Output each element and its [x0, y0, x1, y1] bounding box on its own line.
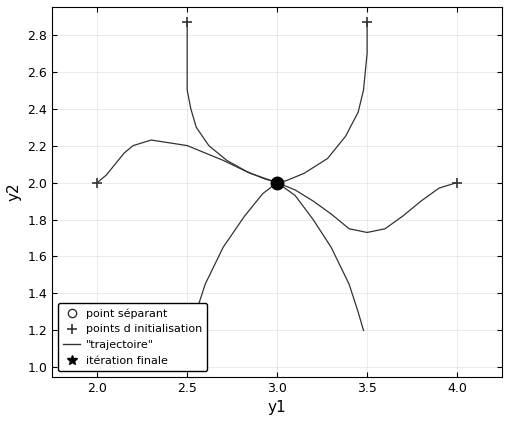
Legend: point séparant, points d initialisation, "trajectoire", itération finale: point séparant, points d initialisation,…	[58, 303, 207, 371]
Y-axis label: y2: y2	[7, 182, 22, 201]
X-axis label: y1: y1	[268, 400, 287, 415]
